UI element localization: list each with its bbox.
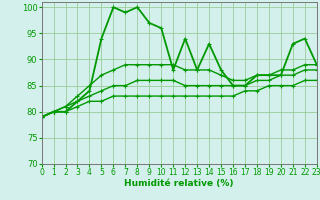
X-axis label: Humidité relative (%): Humidité relative (%) [124,179,234,188]
